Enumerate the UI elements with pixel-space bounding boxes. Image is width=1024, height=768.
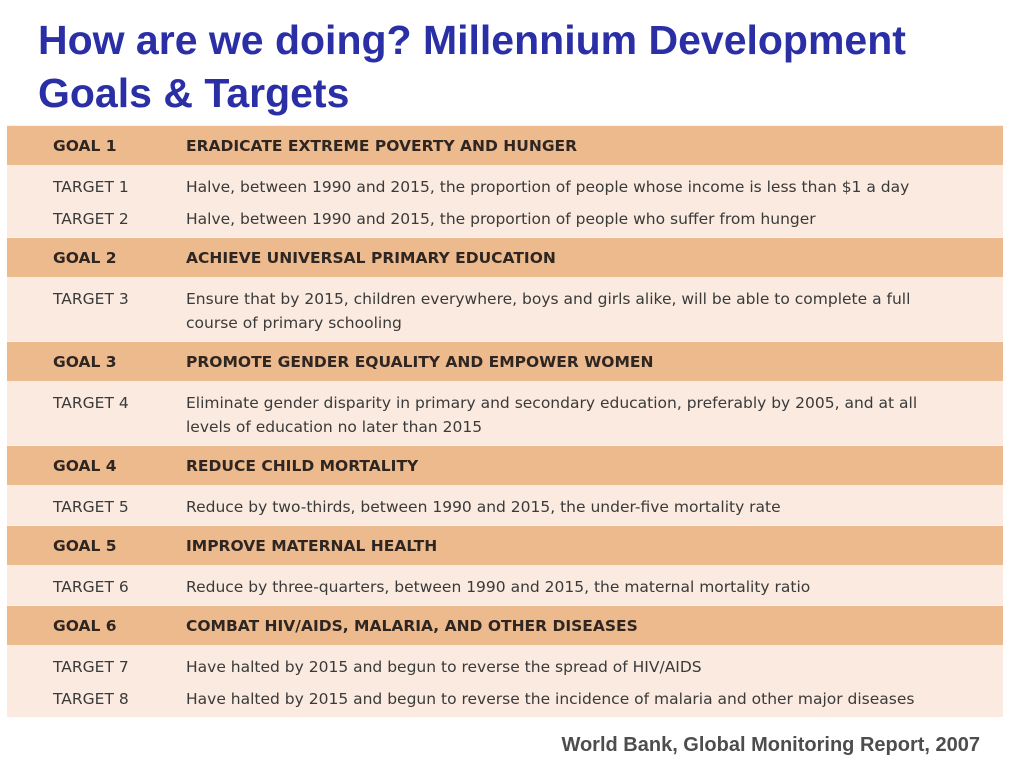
target-id: TARGET 3	[53, 290, 129, 308]
target-id: TARGET 2	[53, 210, 129, 228]
goal-row: GOAL 1 ERADICATE EXTREME POVERTY AND HUN…	[7, 125, 1003, 165]
target-text: Eliminate gender disparity in primary an…	[186, 394, 918, 436]
slide-title: How are we doing? Millennium Development…	[38, 17, 906, 116]
target-row: TARGET 4 Eliminate gender disparity in p…	[7, 391, 1003, 439]
goal-title: PROMOTE GENDER EQUALITY AND EMPOWER WOME…	[186, 352, 654, 371]
goal-row: GOAL 5 IMPROVE MATERNAL HEALTH	[7, 525, 1003, 565]
target-text: Reduce by two-thirds, between 1990 and 2…	[186, 498, 781, 516]
target-row: TARGET 8 Have halted by 2015 and begun t…	[7, 687, 1003, 711]
target-text: Ensure that by 2015, children everywhere…	[186, 290, 911, 332]
target-id: TARGET 8	[53, 690, 129, 708]
goal-id: GOAL 4	[53, 456, 117, 475]
target-row: TARGET 2 Halve, between 1990 and 2015, t…	[7, 207, 1003, 231]
goal-id: GOAL 6	[53, 616, 117, 635]
goal-row: GOAL 4 REDUCE CHILD MORTALITY	[7, 445, 1003, 485]
target-id: TARGET 4	[53, 394, 129, 412]
goal-title: IMPROVE MATERNAL HEALTH	[186, 536, 438, 555]
goal-id: GOAL 2	[53, 248, 117, 267]
target-id: TARGET 6	[53, 578, 129, 596]
target-id: TARGET 1	[53, 178, 129, 196]
goal-row: GOAL 6 COMBAT HIV/AIDS, MALARIA, AND OTH…	[7, 605, 1003, 645]
goal-title: COMBAT HIV/AIDS, MALARIA, AND OTHER DISE…	[186, 616, 638, 635]
target-row: TARGET 7 Have halted by 2015 and begun t…	[7, 655, 1003, 687]
target-block: TARGET 7 Have halted by 2015 and begun t…	[7, 645, 1003, 717]
target-text: Halve, between 1990 and 2015, the propor…	[186, 178, 910, 196]
goal-row: GOAL 3 PROMOTE GENDER EQUALITY AND EMPOW…	[7, 341, 1003, 381]
target-block: TARGET 5 Reduce by two-thirds, between 1…	[7, 485, 1003, 525]
source-citation: World Bank, Global Monitoring Report, 20…	[561, 734, 980, 756]
target-text: Halve, between 1990 and 2015, the propor…	[186, 210, 816, 228]
target-text: Reduce by three-quarters, between 1990 a…	[186, 578, 811, 596]
target-id: TARGET 5	[53, 498, 129, 516]
goal-title: ACHIEVE UNIVERSAL PRIMARY EDUCATION	[186, 248, 556, 267]
target-block: TARGET 6 Reduce by three-quarters, betwe…	[7, 565, 1003, 605]
target-block: TARGET 4 Eliminate gender disparity in p…	[7, 381, 1003, 445]
target-row: TARGET 6 Reduce by three-quarters, betwe…	[7, 575, 1003, 599]
target-row: TARGET 3 Ensure that by 2015, children e…	[7, 287, 1003, 335]
goal-title: ERADICATE EXTREME POVERTY AND HUNGER	[186, 136, 578, 155]
goal-id: GOAL 1	[53, 136, 117, 155]
goal-id: GOAL 3	[53, 352, 117, 371]
target-block: TARGET 1 Halve, between 1990 and 2015, t…	[7, 165, 1003, 237]
target-row: TARGET 5 Reduce by two-thirds, between 1…	[7, 495, 1003, 519]
target-row: TARGET 1 Halve, between 1990 and 2015, t…	[7, 175, 1003, 207]
target-block: TARGET 3 Ensure that by 2015, children e…	[7, 277, 1003, 341]
target-text: Have halted by 2015 and begun to reverse…	[186, 690, 915, 708]
goal-title: REDUCE CHILD MORTALITY	[186, 456, 419, 475]
target-text: Have halted by 2015 and begun to reverse…	[186, 658, 702, 676]
target-id: TARGET 7	[53, 658, 129, 676]
goal-id: GOAL 5	[53, 536, 117, 555]
mdg-table: GOAL 1 ERADICATE EXTREME POVERTY AND HUN…	[7, 125, 1003, 717]
goal-row: GOAL 2 ACHIEVE UNIVERSAL PRIMARY EDUCATI…	[7, 237, 1003, 277]
